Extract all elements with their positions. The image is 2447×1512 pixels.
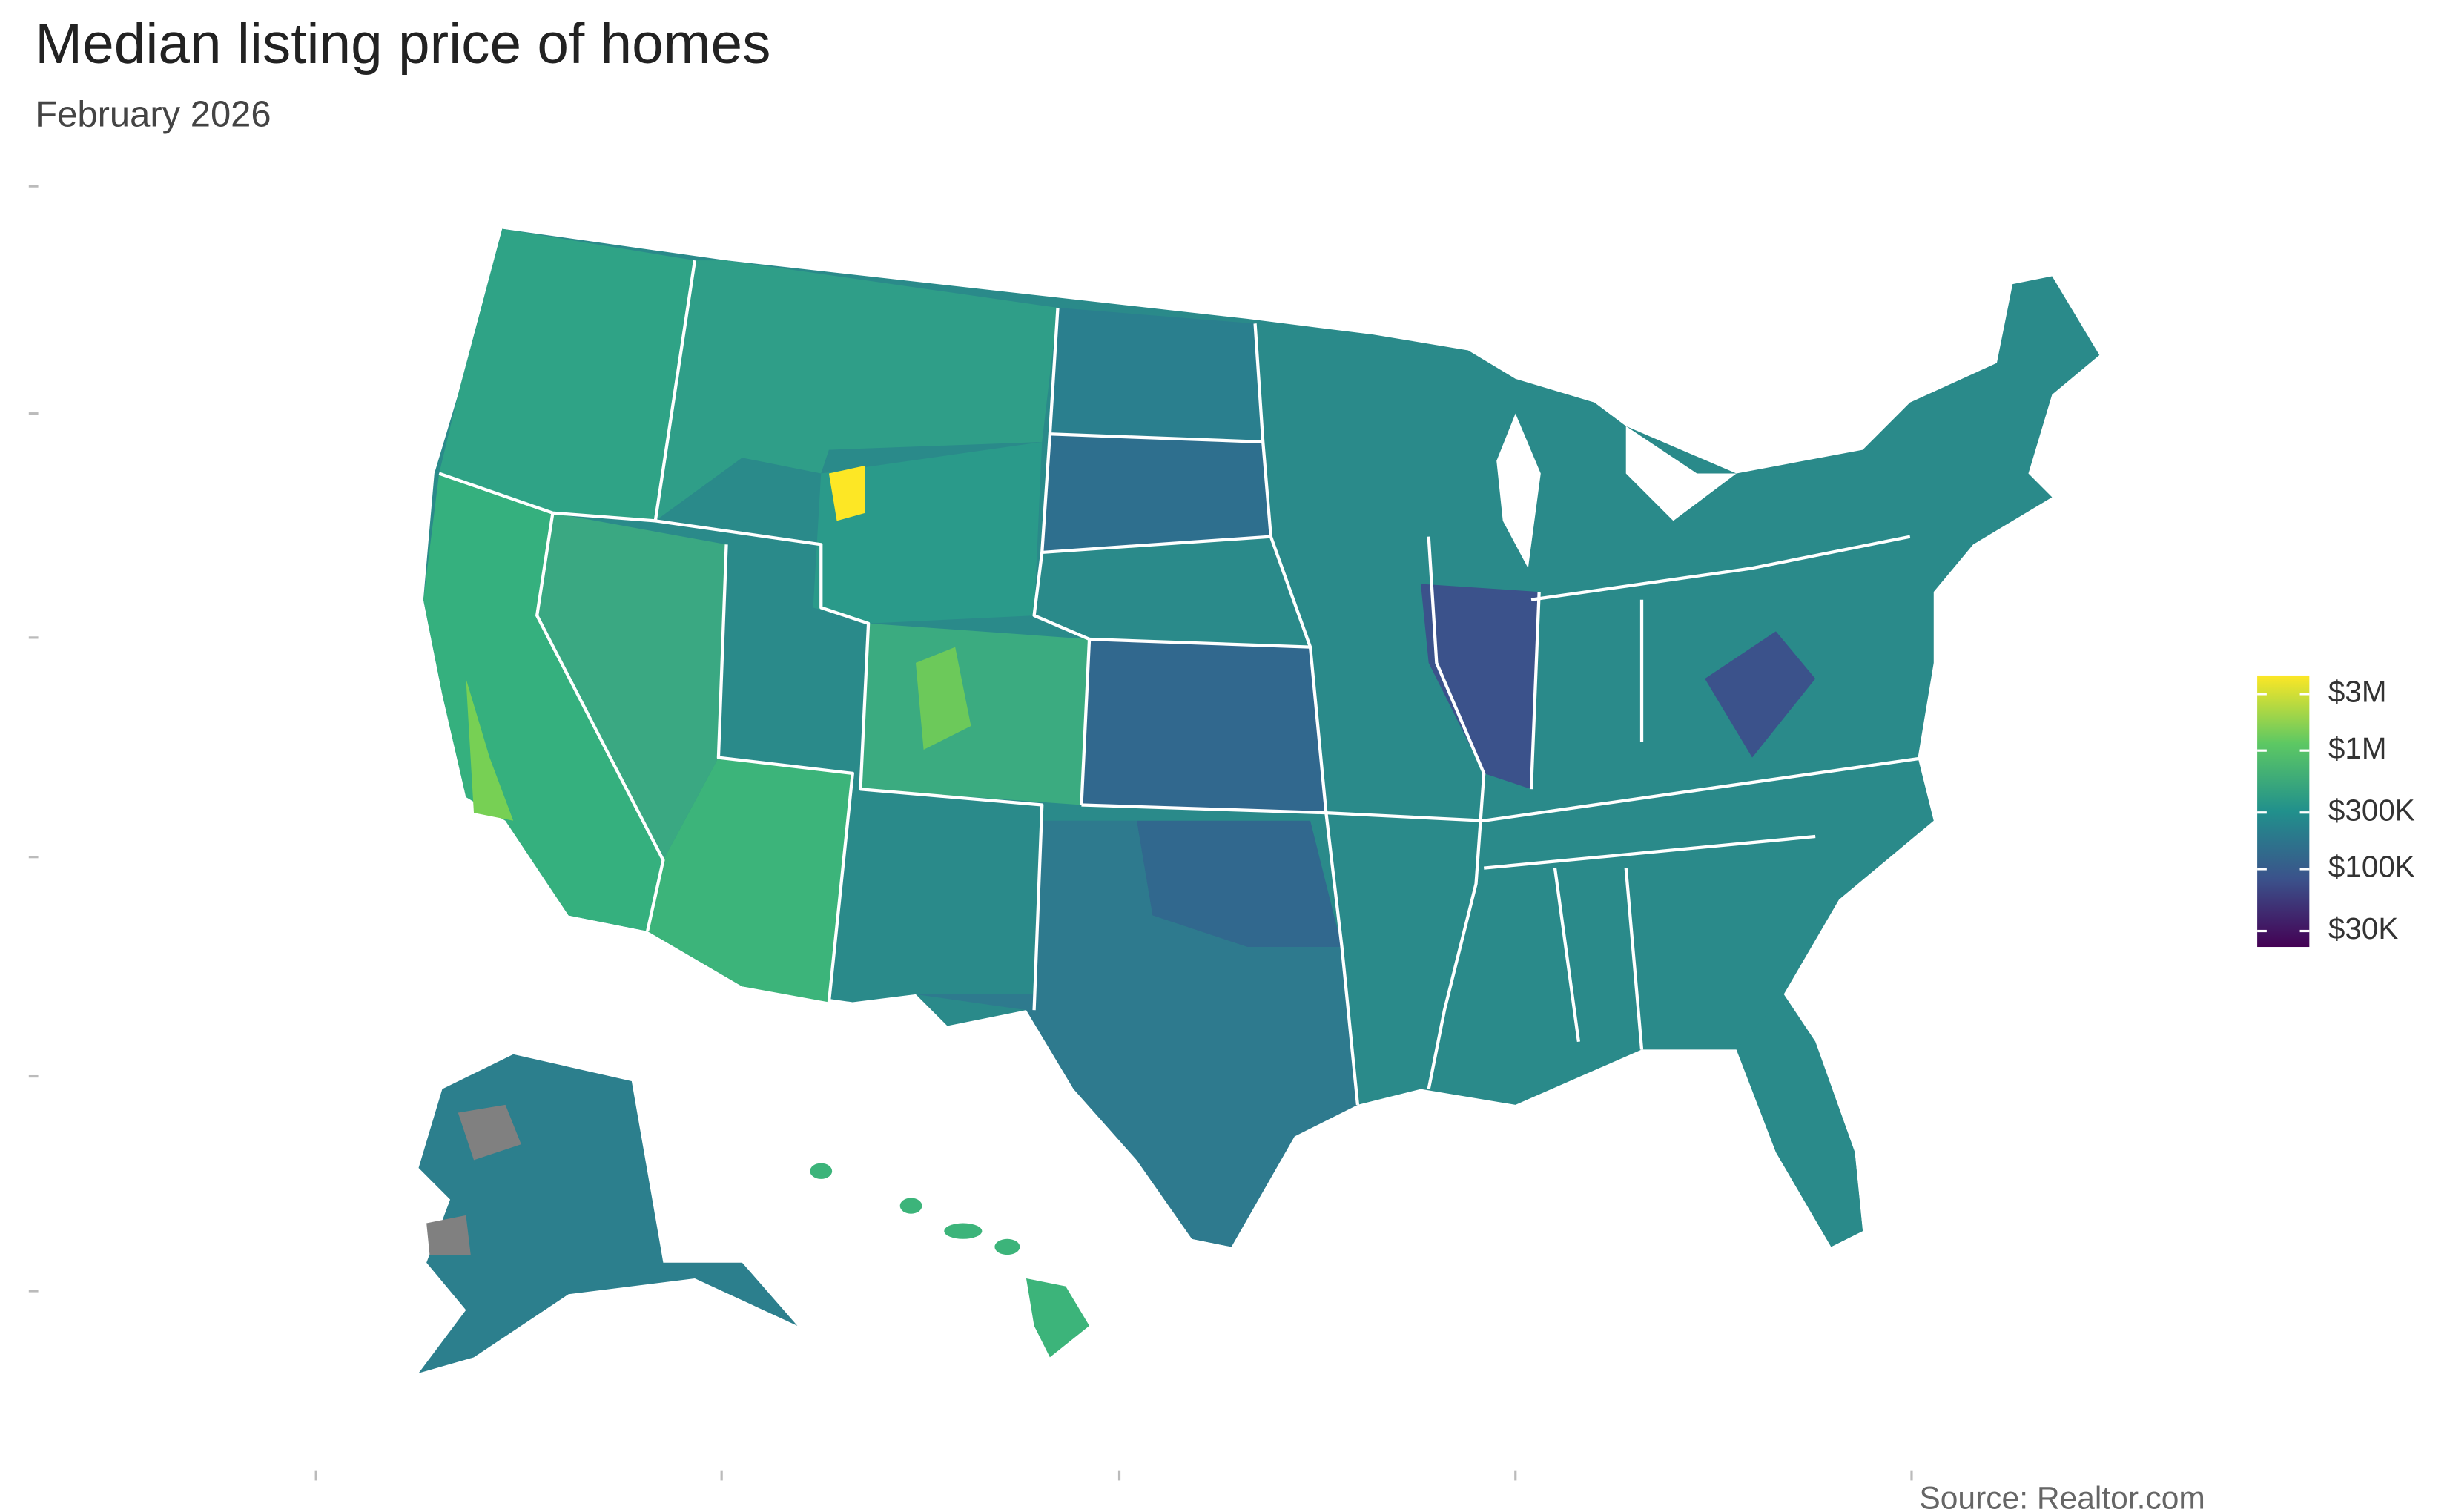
legend: $3M $1M $300K $100K $30K xyxy=(2257,675,2415,948)
alaska xyxy=(418,1054,798,1373)
hawaii xyxy=(810,1163,1090,1358)
legend-tick-label: $1M xyxy=(2328,731,2387,765)
colorbar xyxy=(2257,675,2310,948)
legend-tick-label: $300K xyxy=(2328,793,2415,827)
legend-tick-label: $3M xyxy=(2328,675,2387,709)
contiguous-us xyxy=(423,228,2100,1247)
legend-tick-label: $100K xyxy=(2328,850,2415,884)
subtitle: February 2026 xyxy=(35,94,271,134)
title: Median listing price of homes xyxy=(35,13,770,76)
source: Source: Realtor.com xyxy=(1919,1481,2205,1512)
axis-dashes xyxy=(28,185,1913,1481)
legend-tick-label: $30K xyxy=(2328,911,2398,945)
